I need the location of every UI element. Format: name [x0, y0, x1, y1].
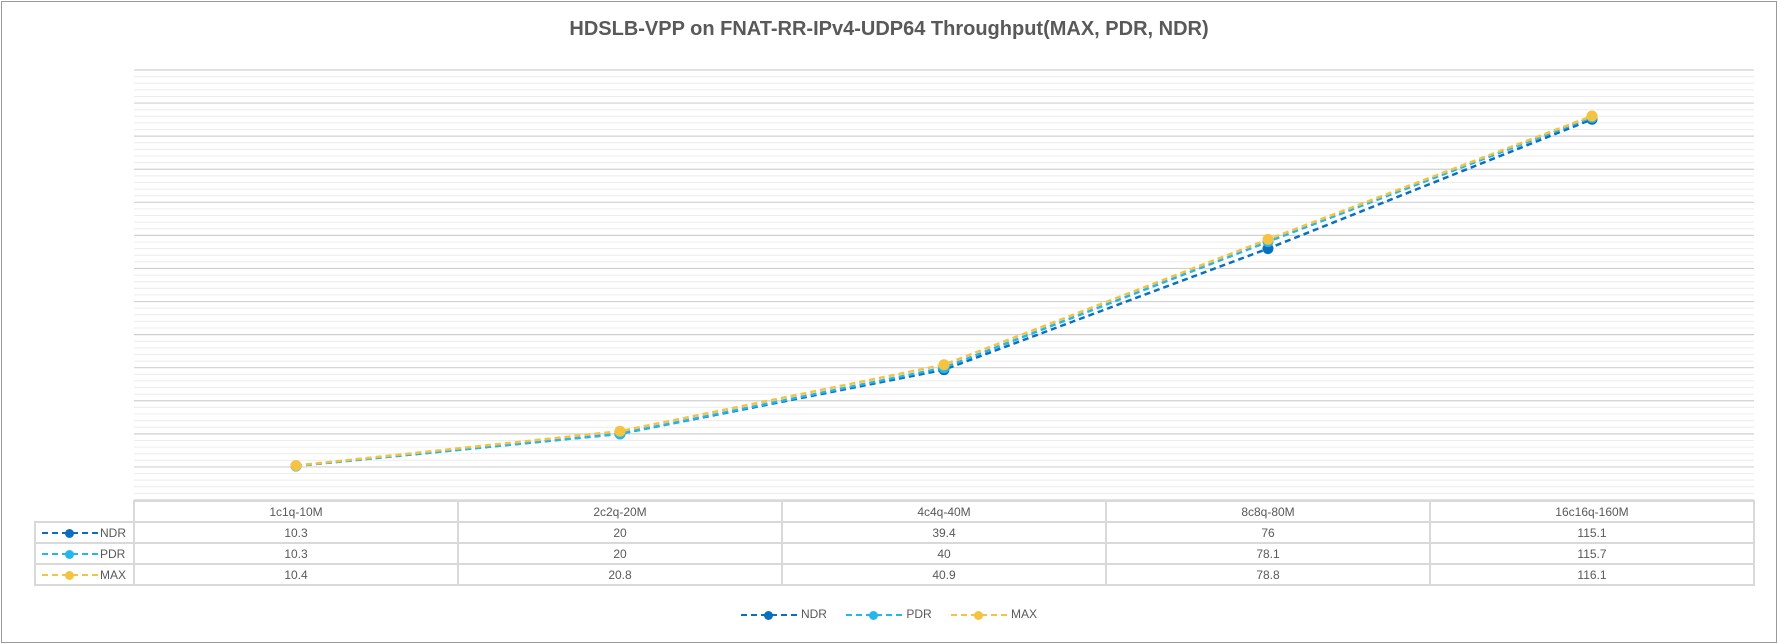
legend-item-ndr: NDR [740, 607, 827, 621]
data-point-max [1586, 110, 1598, 122]
category-label: 8c8q-80M [1105, 500, 1431, 523]
legend-label: NDR [800, 607, 827, 621]
category-label: 1c1q-10M [133, 500, 459, 523]
series-name: MAX [100, 567, 127, 582]
data-table-header-row: 1c1q-10M 2c2q-20M 4c4q-40M 8c8q-80M 16c1… [35, 500, 1755, 523]
series-header-max: MAX [34, 563, 135, 586]
category-label: 16c16q-160M [1429, 500, 1755, 523]
max-legend-key-icon [42, 570, 98, 581]
pdr-legend-key-icon [42, 549, 98, 560]
data-point-max [1262, 233, 1274, 245]
ndr-legend-key-icon [42, 528, 98, 539]
data-cell: 10.4 [133, 563, 459, 586]
data-table-row-pdr: PDR 10.3 20 40 78.1 115.7 [34, 542, 1755, 565]
category-label: 4c4q-40M [781, 500, 1107, 523]
data-table-row-ndr: NDR 10.3 20 39.4 76 115.1 [34, 521, 1755, 544]
pdr-legend-key-icon [846, 610, 903, 620]
series-name: PDR [100, 546, 126, 561]
data-cell: 115.7 [1429, 542, 1755, 565]
data-cell: 116.1 [1429, 563, 1755, 586]
data-point-max [938, 359, 950, 371]
data-point-max [290, 460, 302, 472]
ndr-legend-key-icon [740, 610, 797, 620]
legend-label: PDR [906, 607, 932, 621]
data-cell: 78.1 [1105, 542, 1431, 565]
data-cell: 40.9 [781, 563, 1107, 586]
data-point-max [614, 425, 626, 437]
chart-legend: NDR PDR MAX [0, 607, 1778, 621]
data-cell: 10.3 [133, 542, 459, 565]
data-cell: 20 [457, 521, 783, 544]
data-table-corner [35, 501, 135, 523]
legend-item-max: MAX [951, 607, 1037, 621]
data-cell: 20 [457, 542, 783, 565]
data-cell: 20.8 [457, 563, 783, 586]
data-cell: 78.8 [1105, 563, 1431, 586]
series-header-ndr: NDR [34, 521, 135, 544]
legend-label: MAX [1011, 607, 1038, 621]
data-cell: 39.4 [781, 521, 1107, 544]
series-line-max [295, 114, 1593, 467]
series-header-pdr: PDR [34, 542, 135, 565]
category-label: 2c2q-20M [457, 500, 783, 523]
data-cell: 10.3 [133, 521, 459, 544]
data-cell: 76 [1105, 521, 1431, 544]
max-legend-key-icon [951, 610, 1007, 620]
series-name: NDR [100, 525, 126, 540]
data-table: 1c1q-10M 2c2q-20M 4c4q-40M 8c8q-80M 16c1… [34, 500, 1755, 586]
data-cell: 40 [781, 542, 1107, 565]
legend-item-pdr: PDR [846, 607, 932, 621]
data-cell: 115.1 [1429, 521, 1755, 544]
chart-title: HDSLB-VPP on FNAT-RR-IPv4-UDP64 Throughp… [569, 18, 1209, 40]
data-table-row-max: MAX 10.4 20.8 40.9 78.8 116.1 [34, 563, 1755, 586]
